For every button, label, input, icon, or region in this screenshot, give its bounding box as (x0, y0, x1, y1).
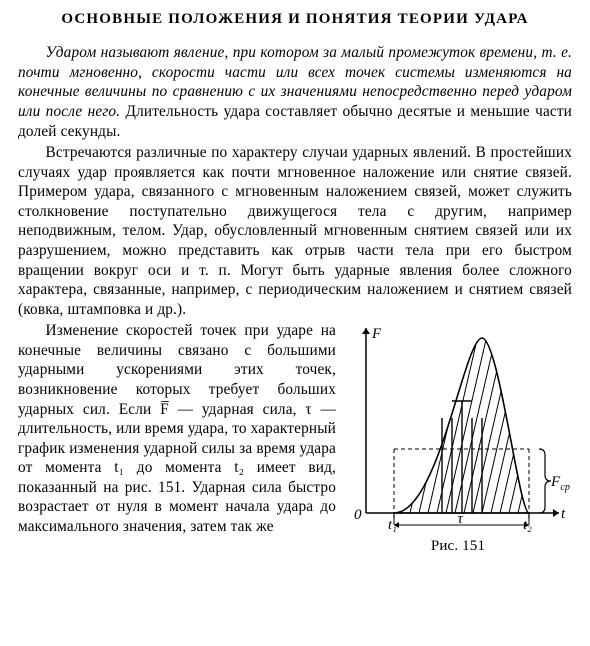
figure-151: Ft 0 t₁ t₂ τ Fср Рис. 151 (344, 323, 572, 556)
svg-text:t₁: t₁ (388, 518, 397, 533)
paragraph-1: Ударом называют явление, при котором за … (18, 43, 572, 141)
page-title: ОСНОВНЫЕ ПОЛОЖЕНИЯ И ПОНЯТИЯ ТЕОРИИ УДАР… (18, 10, 572, 29)
svg-text:τ: τ (458, 511, 464, 527)
figure-caption: Рис. 151 (344, 537, 572, 556)
figure-151-svg: Ft 0 t₁ t₂ τ Fср (344, 323, 572, 533)
svg-text:F: F (371, 326, 382, 342)
svg-text:Fср: Fср (550, 474, 570, 493)
svg-text:t₂: t₂ (523, 518, 532, 533)
paragraph-2: Встречаются различные по характеру случа… (18, 143, 572, 319)
svg-text:t: t (561, 506, 566, 522)
svg-text:0: 0 (354, 507, 362, 523)
lower-block: Ft0t₁t₂τFср Рис. 151 Изменение скоростей… (18, 321, 572, 556)
